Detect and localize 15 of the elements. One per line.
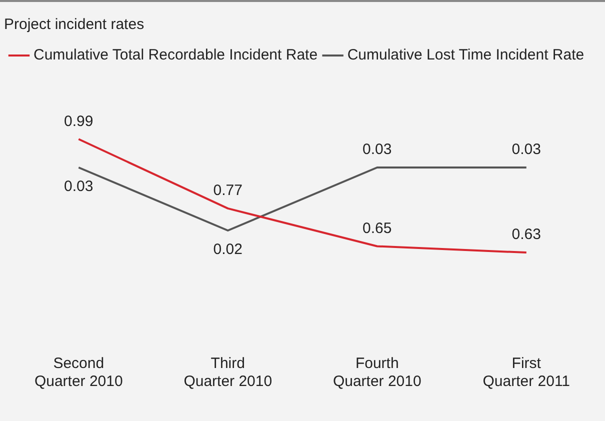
data-label: 0.77: [213, 182, 242, 200]
legend-label: Cumulative Total Recordable Incident Rate: [34, 46, 318, 64]
legend-label: Cumulative Lost Time Incident Rate: [347, 46, 584, 64]
data-label: 0.65: [362, 220, 392, 237]
data-label: 0.99: [64, 112, 94, 130]
data-label: 0.03: [64, 178, 94, 196]
x-tick-label: Second Quarter 2010: [34, 355, 123, 390]
x-tick-label: Third Quarter 2010: [184, 355, 272, 390]
x-tick-label: First Quarter 2011: [482, 355, 570, 390]
data-label: 0.63: [512, 226, 541, 244]
chart-title: Project incident rates: [4, 16, 144, 34]
x-tick-label: Fourth Quarter 2010: [332, 355, 422, 390]
data-label: 0.03: [362, 141, 392, 158]
data-label: 0.03: [512, 141, 541, 158]
data-label: 0.02: [213, 241, 242, 258]
